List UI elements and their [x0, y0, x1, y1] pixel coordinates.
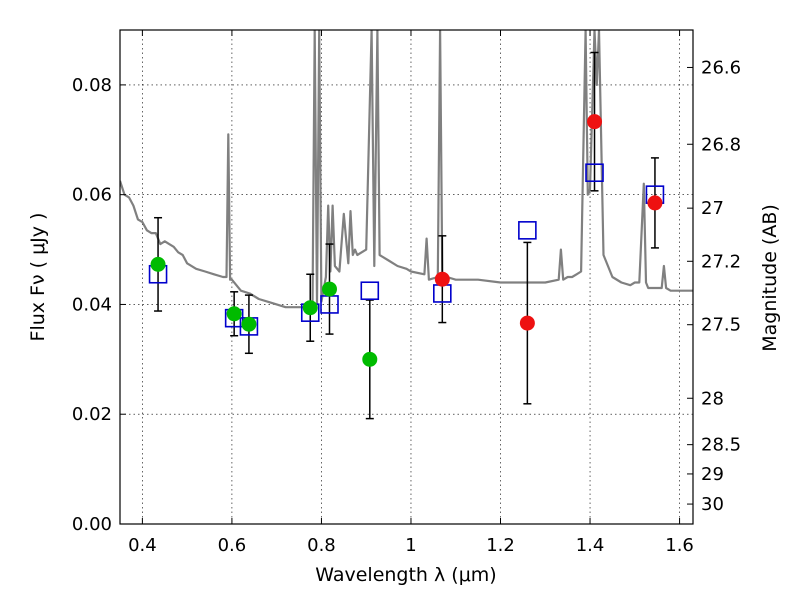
right-tick-label: 28.5 [701, 435, 741, 456]
x-tick-label: 1.4 [576, 535, 605, 556]
x-tick-label: 1.6 [665, 535, 694, 556]
observed-point [362, 351, 378, 367]
observed-point [226, 306, 242, 322]
x-tick-label: 1.2 [486, 535, 515, 556]
x-tick-labels: 0.4 0.6 0.8 1 1.2 1.4 1.6 [128, 535, 694, 556]
y-tick-label: 0.02 [72, 404, 112, 425]
right-tick-label: 26.6 [701, 57, 741, 78]
y-tick-label: 0.00 [72, 514, 112, 535]
observed-point [647, 195, 663, 211]
sed-model-curve [120, 30, 693, 309]
x-tick-label: 0.4 [128, 535, 157, 556]
plot-frame [119, 29, 694, 525]
right-axis-label: Magnitude (AB) [759, 204, 781, 352]
right-tick-label: 30 [701, 494, 724, 515]
model-square [585, 163, 604, 183]
right-tick-label: 27.5 [701, 315, 741, 336]
right-tick-label: 27 [701, 198, 724, 219]
sed-curve [120, 30, 693, 309]
y-tick-label: 0.06 [72, 185, 112, 206]
y-tick-label: 0.08 [72, 75, 112, 96]
y-tick-label: 0.04 [72, 294, 112, 315]
model-square [360, 281, 380, 301]
observed-point [322, 281, 338, 297]
x-tick-label: 0.6 [218, 535, 247, 556]
y-tick-labels: 0.00 0.02 0.04 0.06 0.08 [72, 75, 112, 535]
right-tick-label: 26.8 [701, 134, 741, 155]
grid [120, 30, 693, 524]
x-axis-label: Wavelength λ (μm) [315, 564, 496, 586]
observed-point [434, 271, 450, 287]
right-tick-label: 28 [701, 388, 724, 409]
observed-point [150, 256, 166, 272]
observed-point [302, 300, 318, 316]
axis-ticks [120, 30, 693, 525]
right-tick-labels: 26.6 26.8 27 27.2 27.5 28 28.5 29 30 [701, 57, 741, 515]
observed-point [519, 315, 535, 331]
right-tick-label: 29 [701, 464, 724, 485]
x-tick-label: 1 [405, 535, 416, 556]
observed-point [241, 316, 257, 332]
model-square [518, 221, 537, 240]
observed-point [587, 114, 603, 130]
y-axis-label: Flux Fν ( μJy ) [27, 213, 49, 342]
observed-flux-points [150, 114, 663, 367]
x-tick-label: 0.8 [307, 535, 336, 556]
right-tick-label: 27.2 [701, 251, 741, 272]
